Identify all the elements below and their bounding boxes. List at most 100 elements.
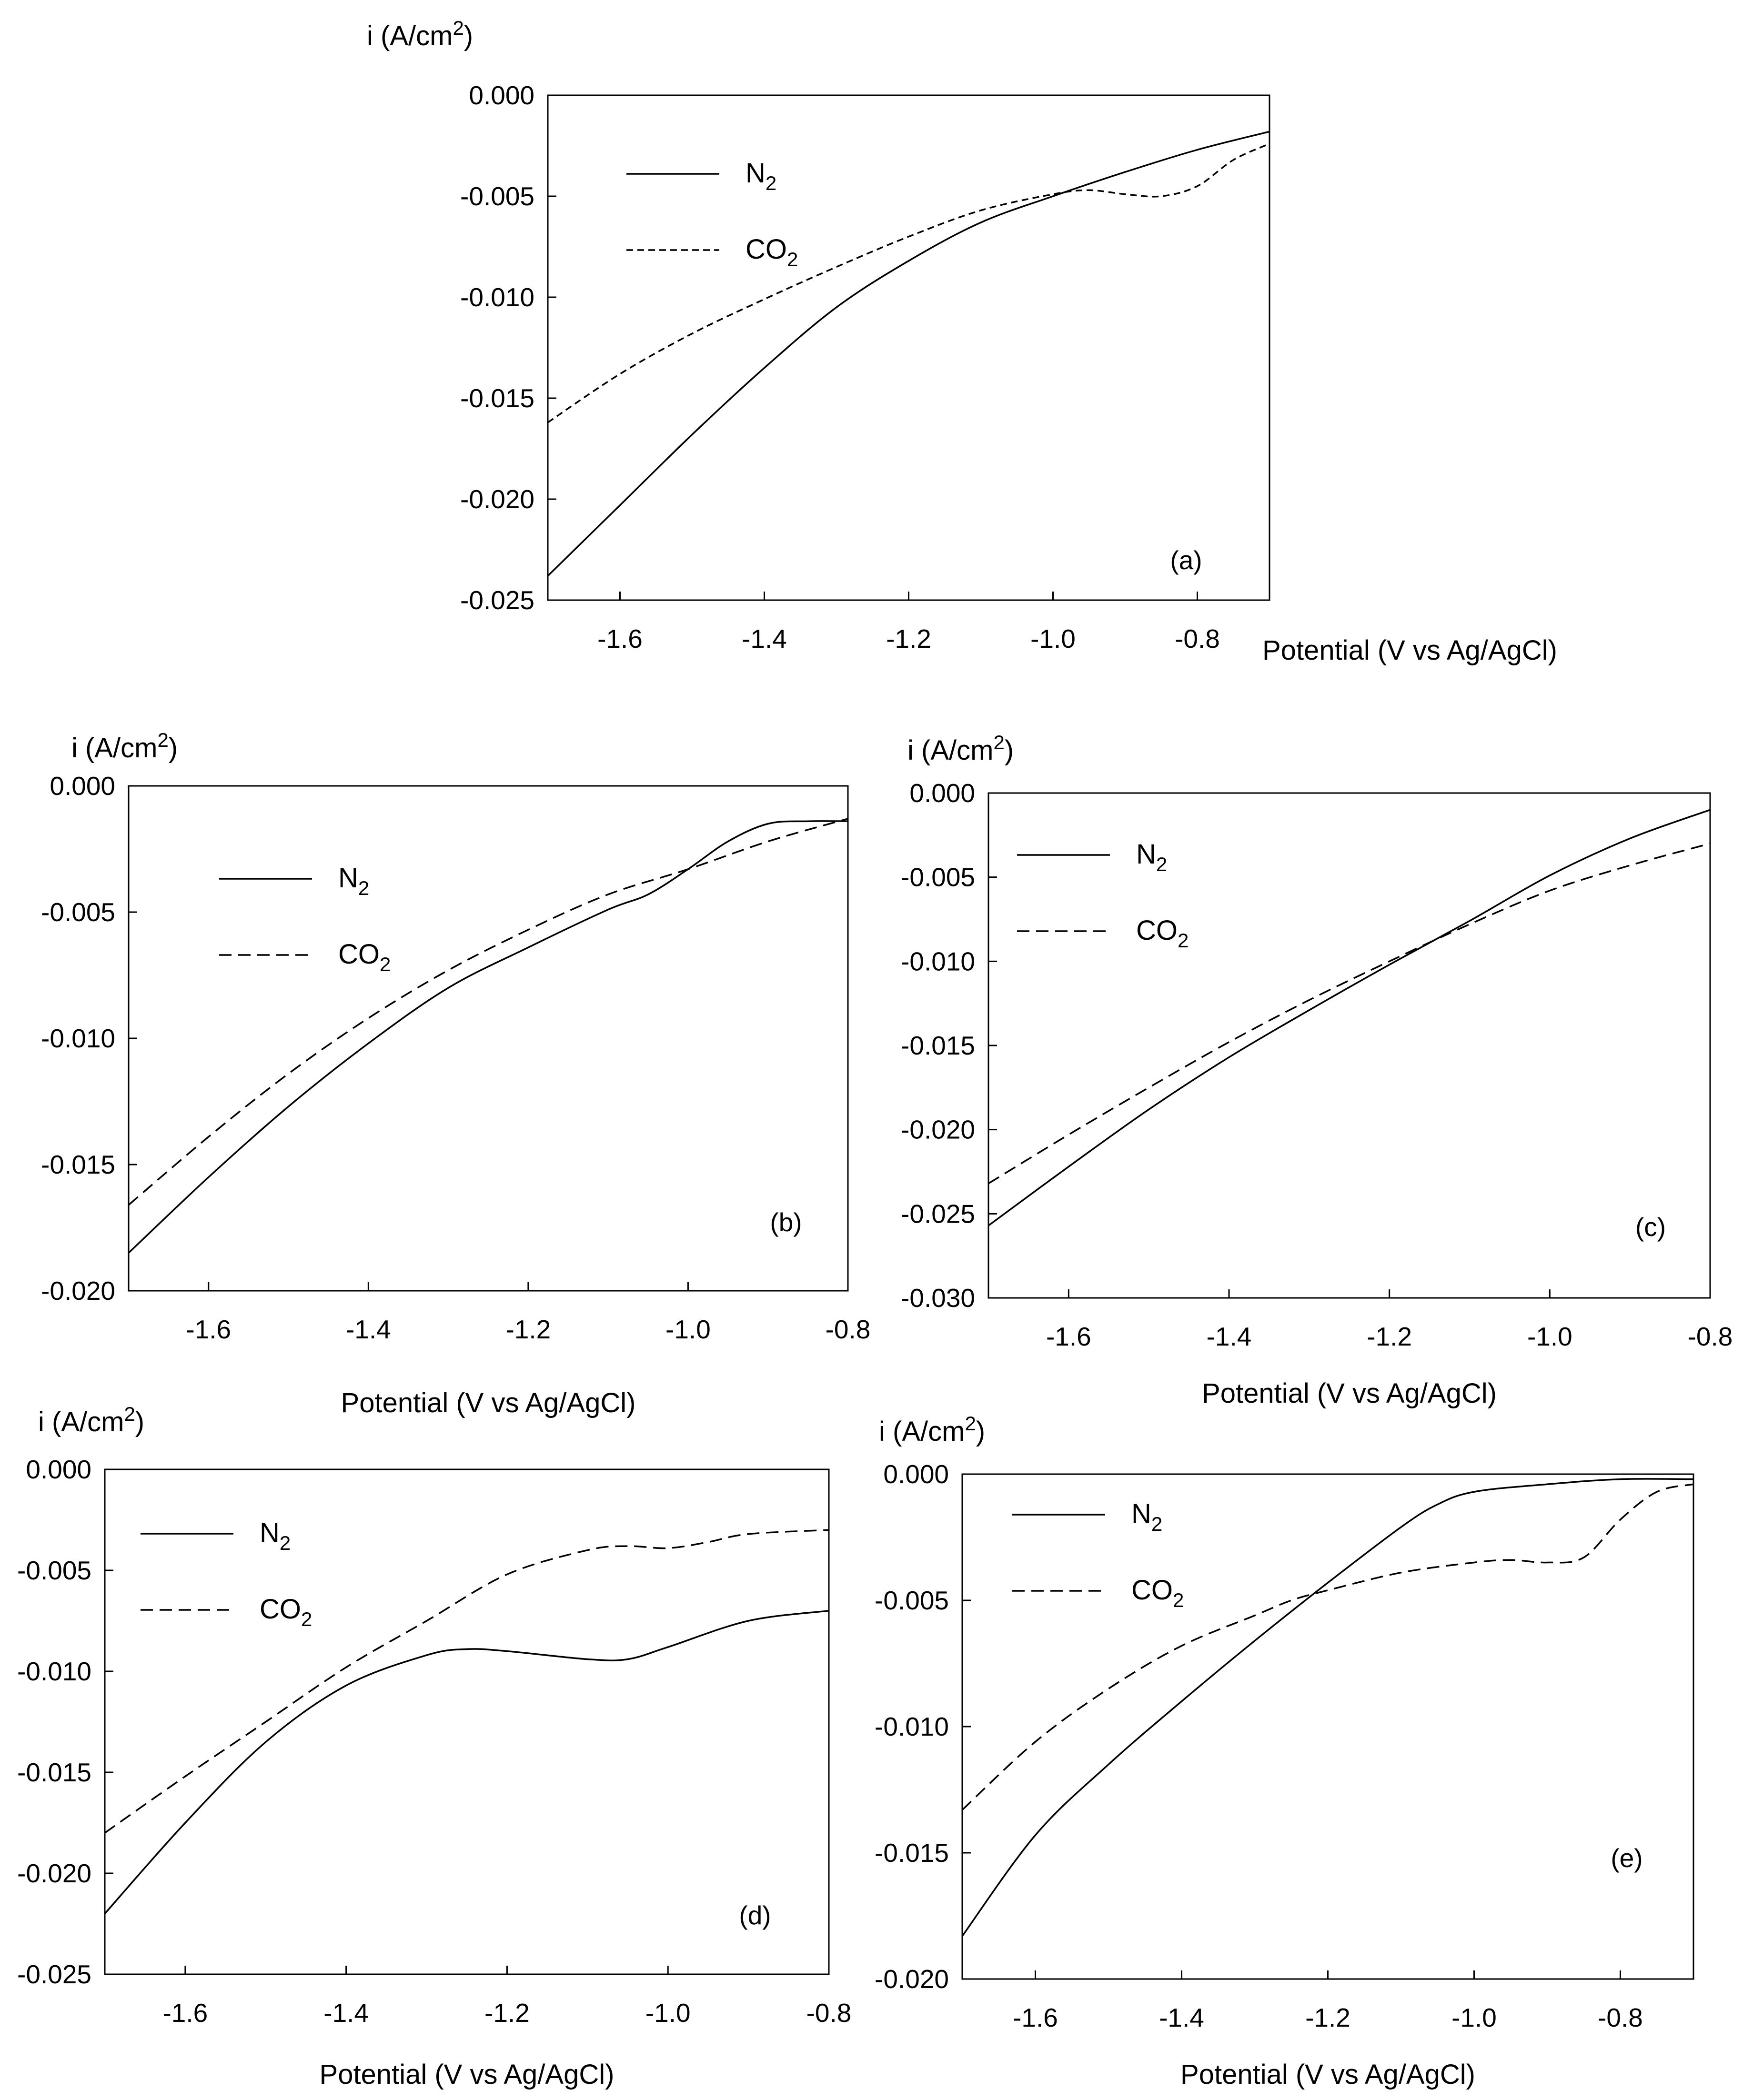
y-axis-title-sup: 2 bbox=[157, 729, 168, 751]
legend-label-co2-b: CO2 bbox=[338, 939, 391, 975]
y-tick-label-a: -0.020 bbox=[460, 484, 534, 514]
y-tick-label-a: -0.025 bbox=[460, 585, 534, 615]
a-y-axis-title: i (A/cm2) bbox=[367, 17, 473, 51]
y-axis-title-suffix: ) bbox=[464, 20, 473, 51]
panel-b: 0.000 -0.005 -0.010 -0.015 -0.020 -1.6 -1.4 -1.… bbox=[41, 729, 870, 1418]
x-tick-label-a: -1.4 bbox=[742, 624, 787, 653]
y-axis-title-sup: 2 bbox=[993, 731, 1004, 754]
x-tick-label-b: -1.0 bbox=[665, 1315, 711, 1344]
x-tick-label-c: -1.6 bbox=[1046, 1322, 1091, 1351]
x-axis-title-e: Potential (V vs Ag/AgCl) bbox=[1180, 2059, 1475, 2090]
x-tick-label-d: -1.0 bbox=[645, 1998, 691, 2028]
series-n2-line-a bbox=[547, 131, 1270, 577]
y-tick-label-a: -0.010 bbox=[460, 282, 534, 312]
y-tick-label-c: -0.015 bbox=[901, 1031, 975, 1060]
x-tick-label-b: -0.8 bbox=[826, 1315, 871, 1344]
panel-a: 0.000 -0.005 -0.010 -0.015 -0.020 -0.025 -1.6 -… bbox=[367, 17, 1557, 666]
x-tick-label-b: -1.4 bbox=[346, 1315, 391, 1344]
panel-label-d: (d) bbox=[739, 1900, 771, 1930]
c-y-axis-title: i (A/cm2) bbox=[907, 731, 1014, 766]
y-tick-label-d: 0.000 bbox=[26, 1455, 91, 1484]
x-tick-label-e: -1.0 bbox=[1451, 2003, 1497, 2032]
series-n2-line-e bbox=[961, 1478, 1694, 1937]
plot-frame-c bbox=[987, 792, 1711, 1299]
y-tick-label-c: 0.000 bbox=[909, 778, 975, 808]
y-axis-title-sup: 2 bbox=[965, 1412, 976, 1435]
series-n2-line-b bbox=[128, 820, 848, 1254]
x-tick-label-e: -1.6 bbox=[1013, 2003, 1058, 2032]
legend-label-co2-c: CO2 bbox=[1136, 915, 1189, 952]
x-tick-label-a: -1.0 bbox=[1030, 624, 1076, 653]
panel-label-a: (a) bbox=[1170, 545, 1202, 575]
legend-label-co2-e: CO2 bbox=[1131, 1575, 1184, 1611]
panel-e: 0.000 -0.005 -0.010 -0.015 -0.020 -1.6 -1.4 -1.… bbox=[875, 1412, 1694, 2090]
x-tick-label-c: -1.2 bbox=[1367, 1322, 1412, 1351]
y-tick-label-b: -0.005 bbox=[41, 897, 115, 927]
legend-label-co2-d: CO2 bbox=[260, 1594, 312, 1630]
y-tick-label-e: -0.020 bbox=[875, 1964, 949, 1994]
y-axis-title-suffix: ) bbox=[1005, 735, 1014, 766]
y-tick-label-e: -0.005 bbox=[875, 1586, 949, 1615]
x-axis-title-b: Potential (V vs Ag/AgCl) bbox=[341, 1387, 636, 1418]
legend-label-n2-c: N2 bbox=[1136, 839, 1167, 875]
y-tick-label-b: 0.000 bbox=[50, 771, 115, 801]
legend-label-n2-a: N2 bbox=[746, 158, 776, 194]
series-co2-line-d bbox=[104, 1529, 829, 1834]
y-tick-label-d: -0.020 bbox=[17, 1859, 91, 1888]
x-tick-label-e: -1.4 bbox=[1159, 2003, 1204, 2032]
x-tick-label-d: -1.4 bbox=[323, 1998, 369, 2028]
y-tick-label-c: -0.010 bbox=[901, 946, 975, 976]
d-y-axis-title: i (A/cm2) bbox=[38, 1403, 144, 1437]
y-tick-label-d: -0.015 bbox=[17, 1758, 91, 1787]
x-tick-label-a: -1.2 bbox=[886, 624, 931, 653]
x-tick-label-a: -0.8 bbox=[1175, 624, 1220, 653]
panel-d: 0.000 -0.005 -0.010 -0.015 -0.020 -0.025 -1.6 -… bbox=[17, 1403, 851, 2090]
x-tick-label-c: -0.8 bbox=[1688, 1322, 1733, 1351]
x-tick-label-b: -1.6 bbox=[186, 1315, 231, 1344]
y-tick-label-b: -0.020 bbox=[41, 1276, 115, 1306]
plot-frame-d bbox=[104, 1468, 830, 1975]
legend-label-n2-e: N2 bbox=[1131, 1498, 1162, 1535]
y-tick-label-c: -0.030 bbox=[901, 1283, 975, 1313]
series-co2-line-b bbox=[128, 818, 848, 1206]
x-axis-title-c: Potential (V vs Ag/AgCl) bbox=[1202, 1378, 1497, 1409]
x-tick-label-d: -1.6 bbox=[162, 1998, 208, 2028]
x-tick-label-d: -1.2 bbox=[484, 1998, 530, 2028]
x-tick-label-c: -1.4 bbox=[1207, 1322, 1252, 1351]
y-tick-label-c: -0.005 bbox=[901, 863, 975, 892]
panel-label-b: (b) bbox=[770, 1207, 802, 1237]
x-axis-title-d: Potential (V vs Ag/AgCl) bbox=[320, 2059, 615, 2090]
series-n2-line-c bbox=[987, 809, 1711, 1226]
series-n2-line-d bbox=[104, 1610, 829, 1914]
panel-label-e: (e) bbox=[1611, 1843, 1642, 1873]
y-tick-label-c: -0.025 bbox=[901, 1199, 975, 1228]
y-tick-label-c: -0.020 bbox=[901, 1115, 975, 1145]
y-axis-title-prefix: i (A/cm bbox=[38, 1407, 124, 1437]
y-tick-label-e: 0.000 bbox=[883, 1459, 949, 1489]
y-tick-label-e: -0.010 bbox=[875, 1712, 949, 1741]
y-axis-title-suffix: ) bbox=[976, 1416, 985, 1447]
x-tick-label-b: -1.2 bbox=[505, 1315, 551, 1344]
y-axis-title-suffix: ) bbox=[169, 733, 178, 764]
series-co2-line-e bbox=[961, 1483, 1694, 1811]
b-y-axis-title: i (A/cm2) bbox=[71, 729, 178, 764]
y-axis-title-prefix: i (A/cm bbox=[367, 20, 453, 51]
series-co2-line-a bbox=[547, 143, 1270, 423]
e-y-axis-title: i (A/cm2) bbox=[879, 1412, 985, 1447]
y-axis-title-sup: 2 bbox=[453, 17, 463, 39]
plot-frame-b bbox=[128, 785, 849, 1292]
legend-label-n2-d: N2 bbox=[260, 1517, 291, 1554]
y-tick-label-d: -0.025 bbox=[17, 1959, 91, 1989]
y-axis-title-prefix: i (A/cm bbox=[907, 735, 993, 766]
panel-c: 0.000 -0.005 -0.010 -0.015 -0.020 -0.025 -0.03… bbox=[901, 731, 1733, 1409]
y-tick-label-d: -0.010 bbox=[17, 1657, 91, 1686]
x-tick-label-e: -1.2 bbox=[1305, 2003, 1350, 2032]
y-tick-label-a: -0.005 bbox=[460, 181, 534, 211]
panel-label-c: (c) bbox=[1635, 1212, 1666, 1242]
x-tick-label-c: -1.0 bbox=[1527, 1322, 1572, 1351]
y-tick-label-b: -0.015 bbox=[41, 1150, 115, 1179]
x-tick-label-a: -1.6 bbox=[597, 624, 643, 653]
y-axis-title-suffix: ) bbox=[135, 1407, 144, 1437]
x-tick-label-d: -0.8 bbox=[806, 1998, 852, 2028]
